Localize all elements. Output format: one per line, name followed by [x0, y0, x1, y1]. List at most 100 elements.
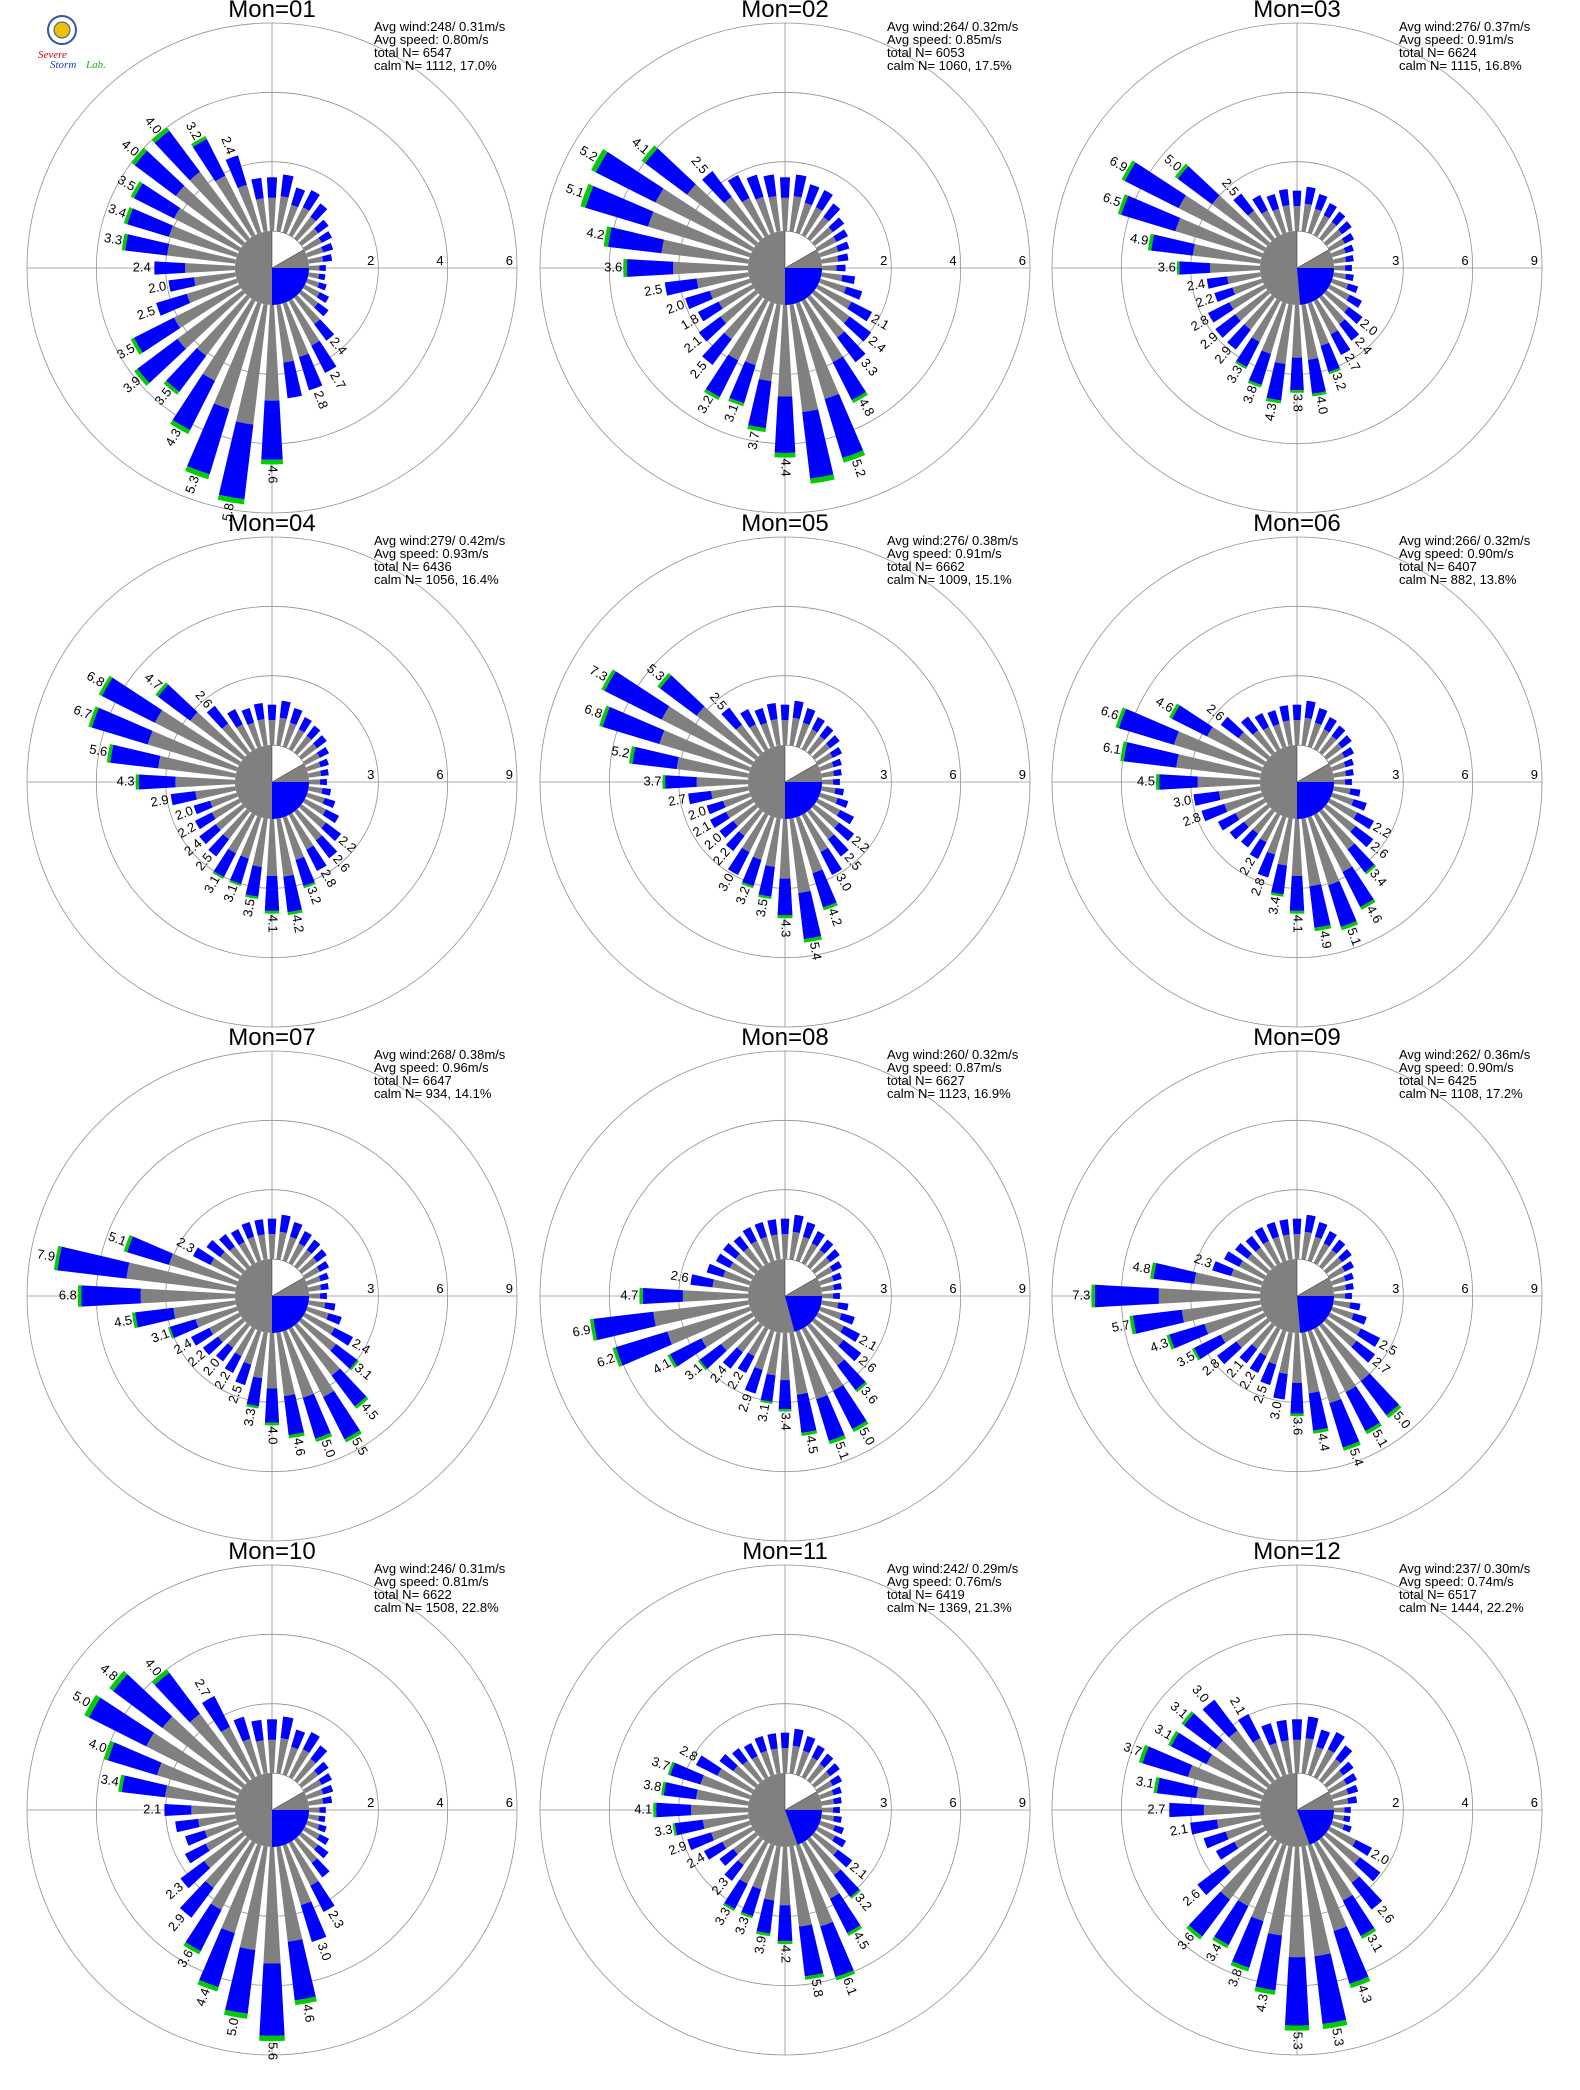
bar-high — [777, 915, 793, 919]
bar-mid — [1347, 1796, 1358, 1804]
stats-line: Avg speed: 0.81m/s — [374, 1574, 489, 1589]
bar-low — [819, 246, 839, 258]
bar-low — [294, 294, 321, 325]
bar-mid — [110, 744, 161, 769]
bar-mid — [1236, 337, 1260, 368]
stats-line: Avg speed: 0.80m/s — [374, 32, 489, 47]
stats-line: Avg wind:260/ 0.32m/s — [887, 1047, 1019, 1062]
bar-high — [287, 909, 303, 916]
bar-mid — [266, 177, 278, 198]
bar-low — [811, 290, 850, 324]
bar-low — [282, 204, 299, 234]
bar-mid — [699, 1343, 727, 1369]
ring-tick-label: 9 — [1019, 1281, 1026, 1296]
bar-mid — [839, 1313, 855, 1325]
bar-value-label: 4.2 — [289, 913, 307, 933]
bar-value-label: 2.7 — [1342, 351, 1364, 374]
bar-low — [1323, 804, 1356, 833]
stats-line: total N= 6419 — [887, 1587, 965, 1602]
bar-mid — [802, 1221, 816, 1240]
bar-low — [1333, 1300, 1351, 1309]
bar-low — [751, 1240, 769, 1266]
bar-low — [789, 1231, 800, 1260]
bar-value-label: 2.6 — [670, 1267, 690, 1285]
bar-mid — [1217, 813, 1240, 831]
bar-low — [700, 1775, 751, 1800]
bar-low — [1301, 717, 1312, 746]
bar-value-label: 2.1 — [1227, 1694, 1249, 1717]
bar-mid — [1169, 1802, 1204, 1818]
bar-mid — [1183, 1713, 1224, 1750]
bar-mid — [313, 1249, 327, 1263]
bar-high — [1311, 391, 1327, 397]
bar-mid — [1249, 1352, 1267, 1374]
bar-low — [1207, 726, 1267, 766]
calm-notch — [1296, 744, 1330, 783]
bar-mid — [1292, 704, 1302, 721]
bar-mid — [823, 203, 841, 222]
bar-low — [294, 808, 323, 841]
bar-high — [1129, 1315, 1137, 1335]
bar-mid — [1238, 1713, 1261, 1743]
bar-mid — [1260, 1361, 1277, 1386]
bar-mid — [1240, 829, 1259, 848]
bar-high — [698, 1359, 708, 1371]
bar-low — [659, 730, 751, 772]
bar-low — [221, 1844, 262, 1934]
bar-mid — [719, 1753, 738, 1772]
bar-low — [1327, 238, 1345, 252]
bar-mid — [796, 1392, 817, 1433]
bar-low — [294, 1836, 318, 1863]
panel-title: Mon=05 — [741, 510, 828, 537]
bar-mid — [225, 1947, 256, 2014]
bar-low — [724, 294, 763, 340]
bar-low — [1307, 1746, 1324, 1776]
bar-low — [288, 1326, 335, 1398]
bar-low — [795, 1330, 828, 1400]
bar-high — [1247, 380, 1262, 388]
bar-low — [752, 1844, 775, 1890]
bar-high — [847, 1925, 863, 1936]
bar-low — [821, 265, 837, 271]
bar-low — [1244, 294, 1275, 330]
bar-value-label: 2.7 — [327, 369, 349, 392]
bar-low — [227, 1322, 250, 1348]
calm-notch — [1296, 1772, 1330, 1811]
bar-low — [1323, 1770, 1344, 1788]
bar-mid — [1142, 1746, 1193, 1778]
bar-high — [1289, 910, 1305, 914]
bar-low — [1313, 1326, 1356, 1393]
bar-low — [821, 1300, 839, 1309]
wind-rose-panel: 3 6 92.22.62.83.24.24.13.53.13.12.52.42.22… — [26, 510, 518, 1028]
bar-low — [1224, 1832, 1271, 1873]
bar-low — [276, 196, 289, 232]
bar-mid — [137, 338, 186, 384]
bar-low — [1327, 284, 1350, 301]
bar-mid — [780, 704, 790, 721]
bar-mid — [279, 700, 291, 719]
bar-mid — [313, 735, 327, 749]
bar-mid — [1220, 716, 1244, 739]
bar-high — [349, 1359, 359, 1371]
stats-line: total N= 6053 — [887, 45, 965, 60]
bar-value-label: 2.1 — [143, 1801, 161, 1816]
bar-mid — [264, 875, 280, 911]
bar-low — [1252, 1737, 1281, 1780]
bar-mid — [760, 1373, 776, 1402]
bar-high — [1150, 1262, 1157, 1279]
bar-mid — [1156, 1777, 1199, 1798]
bar-low — [1288, 1846, 1306, 1958]
bar-high — [88, 706, 99, 728]
bar-low — [282, 816, 305, 860]
bar-value-label: 4.2 — [825, 906, 845, 928]
bar-high — [151, 127, 170, 143]
bar-mid — [1314, 1953, 1347, 2025]
bar-low — [276, 1846, 303, 1942]
bar-low — [741, 812, 769, 853]
bar-high — [259, 2035, 285, 2042]
bar-low — [1173, 731, 1263, 772]
bar-value-label: 2.6 — [1180, 1886, 1203, 1909]
bar-mid — [664, 278, 699, 296]
bar-low — [815, 284, 852, 309]
bar-low — [294, 1322, 341, 1376]
